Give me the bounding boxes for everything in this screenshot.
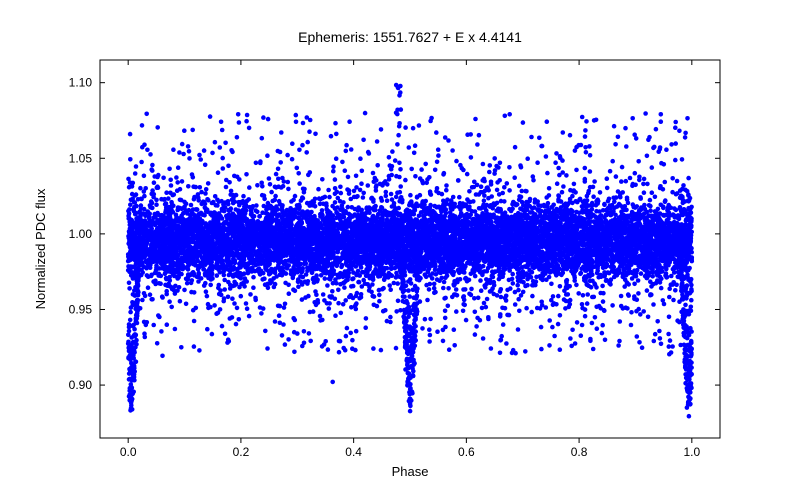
scatter-points xyxy=(126,83,694,419)
x-tick-label: 0.2 xyxy=(233,445,250,459)
x-tick-label: 0.0 xyxy=(120,445,137,459)
phase-fold-chart: 0.0 0.2 0.4 0.6 0.8 1.0 0.90 0.95 1.00 1.05 1.10 Ph… xyxy=(0,0,800,500)
y-tick-label: 1.00 xyxy=(69,227,93,241)
chart-title: Ephemeris: 1551.7627 + E x 4.4141 xyxy=(298,29,522,45)
y-tick-label: 1.10 xyxy=(69,76,93,90)
chart-svg: 0.0 0.2 0.4 0.6 0.8 1.0 0.90 0.95 1.00 1.05 1.10 Ph… xyxy=(0,0,800,500)
x-tick-label: 1.0 xyxy=(683,445,700,459)
x-tick-label: 0.6 xyxy=(458,445,475,459)
y-tick-label: 0.90 xyxy=(69,378,93,392)
x-axis-label: Phase xyxy=(392,464,429,479)
x-tick-label: 0.4 xyxy=(345,445,362,459)
y-tick-label: 0.95 xyxy=(69,302,93,316)
y-axis-label: Normalized PDC flux xyxy=(33,188,48,309)
y-tick-label: 1.05 xyxy=(69,151,93,165)
x-tick-label: 0.8 xyxy=(571,445,588,459)
